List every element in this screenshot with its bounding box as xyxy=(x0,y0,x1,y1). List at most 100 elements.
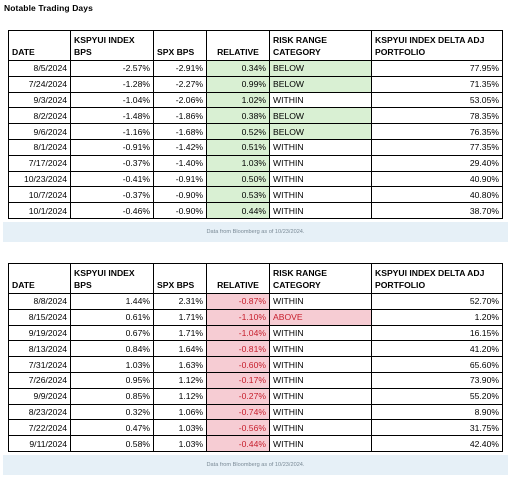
date-cell: 9/11/2024 xyxy=(8,435,71,452)
header-row: DATE KSPYUI INDEX BPS SPX BPS RELATIVE R… xyxy=(8,263,503,294)
relative-cell: 0.50% xyxy=(206,170,270,188)
header-kspyui-bps: KSPYUI INDEX BPS xyxy=(70,30,154,61)
date-cell: 9/9/2024 xyxy=(8,387,71,405)
relative-cell: 0.38% xyxy=(206,107,270,125)
header-risk-range-category: RISK RANGE CATEGORY xyxy=(269,30,372,61)
date-cell: 8/2/2024 xyxy=(8,107,71,125)
table-row: 9/19/2024 0.67% 1.71% -1.04% WITHIN 16.15% xyxy=(8,324,503,342)
date-cell: 8/8/2024 xyxy=(8,293,71,310)
relative-cell: 1.03% xyxy=(206,154,270,172)
kspyui-bps-cell: 0.32% xyxy=(70,403,154,421)
spx-bps-cell: -1.40% xyxy=(153,154,207,172)
relative-cell: -0.56% xyxy=(206,419,270,437)
table-row: 10/1/2024 -0.46% -0.90% 0.44% WITHIN 38.70% xyxy=(8,202,503,219)
relative-cell: -0.44% xyxy=(206,435,270,452)
header-delta-adj-portfolio: KSPYUI INDEX DELTA ADJ PORTFOLIO xyxy=(371,30,503,61)
header-delta-adj-portfolio: KSPYUI INDEX DELTA ADJ PORTFOLIO xyxy=(371,263,503,294)
table-row: 8/2/2024 -1.48% -1.86% 0.38% BELOW 78.35% xyxy=(8,107,503,125)
spx-bps-cell: 1.06% xyxy=(153,403,207,421)
header-date: DATE xyxy=(8,30,71,61)
spx-bps-cell: -0.90% xyxy=(153,202,207,219)
risk-category-cell: WITHIN xyxy=(269,340,372,358)
risk-category-cell: BELOW xyxy=(269,75,372,93)
risk-category-cell: WITHIN xyxy=(269,170,372,188)
risk-category-cell: WITHIN xyxy=(269,419,372,437)
spx-bps-cell: -2.06% xyxy=(153,91,207,109)
table-body: 8/5/2024 -2.57% -2.91% 0.34% BELOW 77.95% 7/24… xyxy=(8,60,503,219)
date-cell: 8/1/2024 xyxy=(8,138,71,156)
portfolio-cell: 1.20% xyxy=(371,308,503,326)
kspyui-bps-cell: 0.58% xyxy=(70,435,154,452)
spx-bps-cell: -0.90% xyxy=(153,186,207,204)
spx-bps-cell: 1.71% xyxy=(153,324,207,342)
portfolio-cell: 38.70% xyxy=(371,202,503,219)
risk-category-cell: WITHIN xyxy=(269,403,372,421)
relative-cell: 0.51% xyxy=(206,138,270,156)
portfolio-cell: 77.95% xyxy=(371,60,503,77)
risk-category-cell: WITHIN xyxy=(269,186,372,204)
header-relative: RELATIVE xyxy=(206,30,270,61)
date-cell: 8/13/2024 xyxy=(8,340,71,358)
relative-cell: -0.81% xyxy=(206,340,270,358)
kspyui-bps-cell: 0.61% xyxy=(70,308,154,326)
table-row: 9/11/2024 0.58% 1.03% -0.44% WITHIN 42.40% xyxy=(8,435,503,452)
kspyui-bps-cell: 1.03% xyxy=(70,356,154,373)
spx-bps-cell: 1.63% xyxy=(153,356,207,373)
date-cell: 9/3/2024 xyxy=(8,91,71,109)
portfolio-cell: 71.35% xyxy=(371,75,503,93)
portfolio-cell: 52.70% xyxy=(371,293,503,310)
relative-cell: 0.44% xyxy=(206,202,270,219)
portfolio-cell: 41.20% xyxy=(371,340,503,358)
table-row: 8/15/2024 0.61% 1.71% -1.10% ABOVE 1.20% xyxy=(8,308,503,326)
header-spx-bps: SPX BPS xyxy=(153,263,207,294)
table-row: 7/22/2024 0.47% 1.03% -0.56% WITHIN 31.75% xyxy=(8,419,503,437)
date-cell: 7/24/2024 xyxy=(8,75,71,93)
date-cell: 7/22/2024 xyxy=(8,419,71,437)
kspyui-bps-cell: -0.37% xyxy=(70,186,154,204)
portfolio-cell: 65.60% xyxy=(371,356,503,373)
spx-bps-cell: -0.91% xyxy=(153,170,207,188)
portfolio-cell: 42.40% xyxy=(371,435,503,452)
source-note: Data from Bloomberg as of 10/23/2024. xyxy=(3,221,508,242)
date-cell: 8/5/2024 xyxy=(8,60,71,77)
kspyui-bps-cell: 0.84% xyxy=(70,340,154,358)
portfolio-cell: 53.05% xyxy=(371,91,503,109)
header-row: DATE KSPYUI INDEX BPS SPX BPS RELATIVE R… xyxy=(8,30,503,61)
date-cell: 8/15/2024 xyxy=(8,308,71,326)
relative-cell: -0.74% xyxy=(206,403,270,421)
kspyui-bps-cell: -0.91% xyxy=(70,138,154,156)
spx-bps-cell: 1.64% xyxy=(153,340,207,358)
spx-bps-cell: -1.68% xyxy=(153,123,207,140)
source-note: Data from Bloomberg as of 10/23/2024. xyxy=(3,454,508,475)
spx-bps-cell: 2.31% xyxy=(153,293,207,310)
relative-cell: -0.87% xyxy=(206,293,270,310)
relative-cell: 0.52% xyxy=(206,123,270,140)
spx-bps-cell: -2.27% xyxy=(153,75,207,93)
risk-category-cell: WITHIN xyxy=(269,293,372,310)
spx-bps-cell: 1.03% xyxy=(153,435,207,452)
risk-category-cell: WITHIN xyxy=(269,138,372,156)
risk-category-cell: BELOW xyxy=(269,107,372,125)
table-row: 10/23/2024 -0.41% -0.91% 0.50% WITHIN 40.90% xyxy=(8,170,503,188)
risk-category-cell: WITHIN xyxy=(269,356,372,373)
portfolio-cell: 29.40% xyxy=(371,154,503,172)
spx-bps-cell: -2.91% xyxy=(153,60,207,77)
relative-cell: -0.27% xyxy=(206,387,270,405)
kspyui-bps-cell: 1.44% xyxy=(70,293,154,310)
portfolio-cell: 16.15% xyxy=(371,324,503,342)
date-cell: 10/23/2024 xyxy=(8,170,71,188)
risk-category-cell: WITHIN xyxy=(269,371,372,389)
table-row: 7/24/2024 -1.28% -2.27% 0.99% BELOW 71.35% xyxy=(8,75,503,93)
table-row: 10/7/2024 -0.37% -0.90% 0.53% WITHIN 40.80% xyxy=(8,186,503,204)
table-row: 9/9/2024 0.85% 1.12% -0.27% WITHIN 55.20% xyxy=(8,387,503,405)
kspyui-bps-cell: 0.85% xyxy=(70,387,154,405)
table-row: 8/23/2024 0.32% 1.06% -0.74% WITHIN 8.90% xyxy=(8,403,503,421)
relative-cell: 0.99% xyxy=(206,75,270,93)
table-row: 7/31/2024 1.03% 1.63% -0.60% WITHIN 65.60% xyxy=(8,356,503,373)
table-row: 8/5/2024 -2.57% -2.91% 0.34% BELOW 77.95% xyxy=(8,60,503,77)
relative-cell: -1.04% xyxy=(206,324,270,342)
risk-category-cell: ABOVE xyxy=(269,308,372,326)
date-cell: 9/6/2024 xyxy=(8,123,71,140)
spx-bps-cell: 1.12% xyxy=(153,371,207,389)
header-kspyui-bps: KSPYUI INDEX BPS xyxy=(70,263,154,294)
